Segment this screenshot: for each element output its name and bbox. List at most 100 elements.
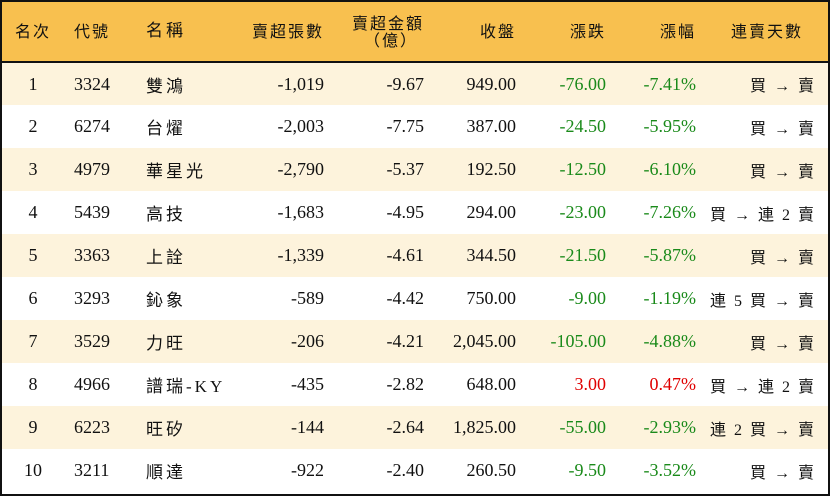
rank-cell: 3 bbox=[28, 159, 38, 179]
net-sell-lots-cell: -589 bbox=[291, 288, 324, 308]
table-header-row: 名次 代號 名稱 賣超張數 賣超金額 （億） 收盤 漲跌 漲幅 連賣天數 bbox=[2, 2, 828, 62]
rank-cell: 7 bbox=[28, 331, 38, 351]
net-sell-lots-cell: -2,790 bbox=[277, 159, 325, 179]
change-cell: -55.00 bbox=[559, 417, 607, 437]
stock-code-cell[interactable]: 3324 bbox=[74, 73, 110, 94]
change-pct-cell: -3.52% bbox=[643, 460, 697, 480]
stock-name-cell[interactable]: 華星光 bbox=[146, 162, 206, 181]
table-row[interactable]: 1 3324 雙鴻 -1,019 -9.67 949.00 -76.00 -7.… bbox=[2, 62, 828, 105]
net-sell-lots-cell: -144 bbox=[291, 417, 324, 437]
table-row[interactable]: 4 5439 高技 -1,683 -4.95 294.00 -23.00 -7.… bbox=[2, 191, 828, 234]
stock-name-cell[interactable]: 譜瑞-KY bbox=[146, 377, 226, 396]
change-cell: -12.50 bbox=[559, 159, 607, 179]
rank-cell: 5 bbox=[28, 245, 38, 265]
header-code[interactable]: 代號 bbox=[74, 22, 111, 41]
change-pct-cell: -2.93% bbox=[643, 417, 697, 437]
change-cell: -76.00 bbox=[559, 73, 607, 94]
stock-code-cell[interactable]: 3211 bbox=[74, 460, 110, 480]
rank-cell: 9 bbox=[28, 417, 38, 437]
net-sell-lots-cell: -1,683 bbox=[277, 202, 325, 222]
net-sell-lots-cell: -922 bbox=[291, 460, 324, 480]
header-net-sell-amount-unit: （億） bbox=[363, 30, 418, 50]
close-price-cell: 192.50 bbox=[466, 159, 517, 179]
table-row[interactable]: 5 3363 上詮 -1,339 -4.61 344.50 -21.50 -5.… bbox=[2, 234, 828, 277]
change-pct-cell: 0.47% bbox=[649, 374, 697, 394]
table-row[interactable]: 3 4979 華星光 -2,790 -5.37 192.50 -12.50 -6… bbox=[2, 148, 828, 191]
rank-cell: 8 bbox=[28, 374, 38, 394]
header-net-sell-amount[interactable]: 賣超金額 （億） bbox=[334, 2, 434, 62]
net-sell-amount-cell: -7.75 bbox=[386, 116, 425, 136]
header-close[interactable]: 收盤 bbox=[479, 22, 516, 41]
change-pct-cell: -6.10% bbox=[643, 159, 697, 179]
table-row[interactable]: 2 6274 台燿 -2,003 -7.75 387.00 -24.50 -5.… bbox=[2, 105, 828, 148]
change-pct-cell: -5.95% bbox=[643, 116, 697, 136]
streak-cell: 買 → 賣 bbox=[749, 78, 816, 95]
streak-cell: 買 → 賣 bbox=[749, 120, 816, 138]
stock-code-cell[interactable]: 3529 bbox=[74, 331, 110, 351]
streak-cell: 買 → 賣 bbox=[749, 464, 816, 482]
streak-cell: 買 → 賣 bbox=[749, 163, 816, 181]
stock-name-cell[interactable]: 力旺 bbox=[146, 334, 186, 353]
close-price-cell: 344.50 bbox=[466, 245, 517, 265]
rank-cell: 6 bbox=[28, 288, 38, 308]
header-change[interactable]: 漲跌 bbox=[569, 22, 606, 41]
table-row[interactable]: 10 3211 順達 -922 -2.40 260.50 -9.50 -3.52… bbox=[2, 449, 828, 492]
net-sell-amount-cell: -5.37 bbox=[386, 159, 425, 179]
change-cell: 3.00 bbox=[574, 374, 607, 394]
table-row[interactable]: 7 3529 力旺 -206 -4.21 2,045.00 -105.00 -4… bbox=[2, 320, 828, 363]
close-price-cell: 648.00 bbox=[466, 374, 517, 394]
net-sell-amount-cell: -2.82 bbox=[386, 374, 425, 394]
stock-code-cell[interactable]: 3293 bbox=[74, 288, 110, 308]
stock-code-cell[interactable]: 4966 bbox=[74, 374, 110, 394]
change-cell: -9.00 bbox=[568, 288, 607, 308]
header-streak[interactable]: 連賣天數 bbox=[730, 22, 803, 41]
close-price-cell: 1,825.00 bbox=[453, 417, 516, 437]
change-pct-cell: -7.26% bbox=[643, 202, 697, 222]
header-rank[interactable]: 名次 bbox=[14, 22, 51, 41]
table-row[interactable]: 6 3293 鈊象 -589 -4.42 750.00 -9.00 -1.19%… bbox=[2, 277, 828, 320]
net-sell-amount-cell: -2.64 bbox=[386, 417, 425, 437]
net-sell-amount-cell: -4.21 bbox=[386, 331, 425, 351]
stock-name-cell[interactable]: 上詮 bbox=[146, 248, 186, 267]
rank-cell: 4 bbox=[28, 202, 38, 222]
header-name[interactable]: 名稱 bbox=[146, 21, 186, 41]
streak-cell: 買 → 賣 bbox=[749, 335, 816, 353]
net-sell-amount-cell: -9.67 bbox=[386, 73, 425, 94]
streak-cell: 買 → 連 2 賣 bbox=[710, 206, 817, 224]
stock-name-cell[interactable]: 鈊象 bbox=[146, 291, 186, 310]
stock-code-cell[interactable]: 6274 bbox=[74, 116, 110, 136]
stock-name-cell[interactable]: 旺矽 bbox=[146, 420, 186, 439]
stock-code-cell[interactable]: 5439 bbox=[74, 202, 110, 222]
streak-cell: 連 2 買 → 賣 bbox=[710, 421, 817, 439]
table-row[interactable]: 9 6223 旺矽 -144 -2.64 1,825.00 -55.00 -2.… bbox=[2, 406, 828, 449]
change-cell: -23.00 bbox=[559, 202, 607, 222]
change-pct-cell: -5.87% bbox=[643, 245, 697, 265]
close-price-cell: 387.00 bbox=[466, 116, 517, 136]
stock-code-cell[interactable]: 6223 bbox=[74, 417, 110, 437]
stock-name-cell[interactable]: 雙鴻 bbox=[146, 76, 186, 96]
change-cell: -24.50 bbox=[559, 116, 607, 136]
stock-code-cell[interactable]: 3363 bbox=[74, 245, 110, 265]
rank-cell: 1 bbox=[28, 73, 38, 94]
table-row[interactable]: 8 4966 譜瑞-KY -435 -2.82 648.00 3.00 0.47… bbox=[2, 363, 828, 406]
stock-name-cell[interactable]: 台燿 bbox=[146, 119, 186, 138]
net-sell-amount-cell: -4.95 bbox=[386, 202, 425, 222]
header-net-sell-lots[interactable]: 賣超張數 bbox=[251, 22, 324, 41]
header-change-pct[interactable]: 漲幅 bbox=[659, 22, 696, 41]
stock-name-cell[interactable]: 順達 bbox=[146, 463, 186, 482]
rank-cell: 10 bbox=[24, 460, 42, 480]
net-sell-lots-cell: -1,019 bbox=[277, 73, 325, 94]
change-cell: -9.50 bbox=[568, 460, 607, 480]
close-price-cell: 949.00 bbox=[466, 73, 517, 94]
stock-name-cell[interactable]: 高技 bbox=[146, 205, 186, 224]
change-pct-cell: -4.88% bbox=[643, 331, 697, 351]
close-price-cell: 2,045.00 bbox=[453, 331, 516, 351]
change-pct-cell: -1.19% bbox=[643, 288, 697, 308]
net-sell-amount-cell: -4.61 bbox=[386, 245, 425, 265]
streak-cell: 買 → 賣 bbox=[749, 249, 816, 267]
net-sell-amount-cell: -2.40 bbox=[386, 460, 425, 480]
stock-code-cell[interactable]: 4979 bbox=[74, 159, 110, 179]
header-net-sell-amount-line1: 賣超金額 bbox=[351, 13, 424, 33]
